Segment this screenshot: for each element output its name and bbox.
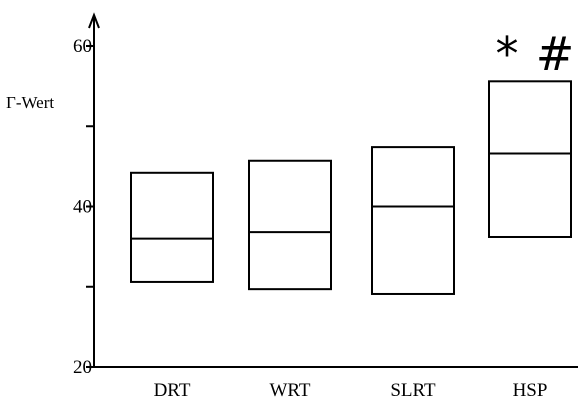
axes: [88, 12, 578, 368]
box-drt: [130, 171, 214, 283]
box-slrt: [371, 146, 455, 295]
hash-annotation: #: [536, 27, 575, 81]
y-axis-label: Γ-Wert: [6, 93, 54, 112]
box-rect-wrt: [248, 159, 332, 291]
box-hsp: [488, 80, 572, 238]
category-label-drt: DRT: [154, 380, 191, 401]
category-labels: DRT WRT SLRT HSP: [154, 380, 548, 401]
annotations: * #: [496, 27, 575, 81]
y-tick-label-60: 60: [73, 36, 92, 57]
box-wrt: [248, 159, 332, 291]
boxes: [130, 80, 572, 295]
category-label-hsp: HSP: [513, 380, 548, 401]
box-rect-drt: [130, 171, 214, 283]
y-axis-arrow-icon: [88, 12, 100, 29]
asterisk-annotation: *: [496, 27, 519, 81]
y-tick-label-20: 20: [73, 357, 92, 378]
box-rect-hsp: [488, 80, 572, 238]
y-tick-label-40: 40: [73, 197, 92, 218]
y-ticks: 20 40 60: [73, 36, 94, 378]
category-label-wrt: WRT: [269, 380, 310, 401]
box-rect-slrt: [371, 146, 455, 295]
category-label-slrt: SLRT: [390, 380, 436, 401]
